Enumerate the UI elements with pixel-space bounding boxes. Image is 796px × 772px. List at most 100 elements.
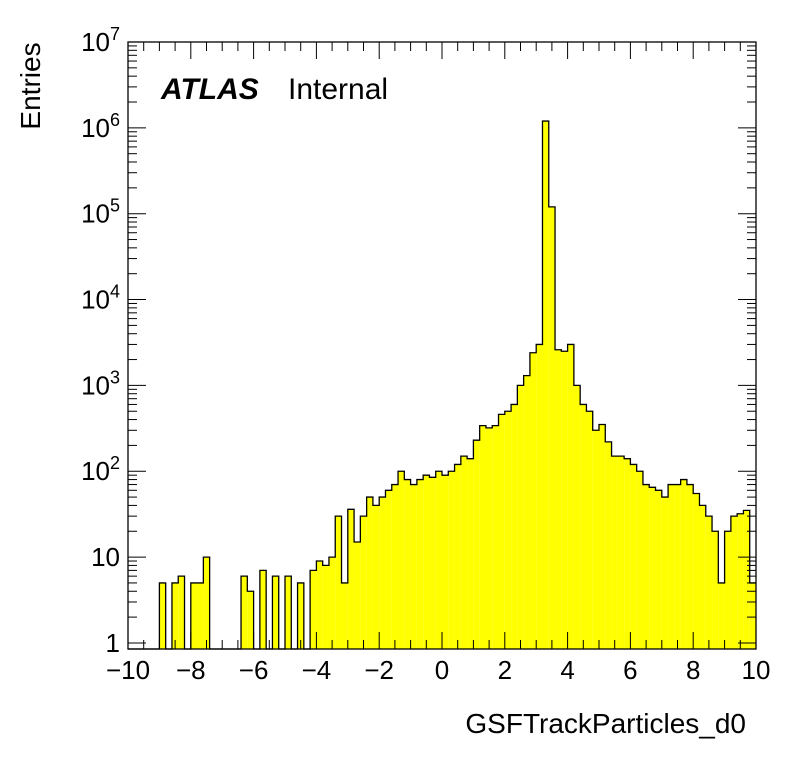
histogram-bar: [536, 344, 543, 649]
histogram-bar: [310, 570, 317, 649]
histogram-bar: [328, 557, 336, 649]
histogram-bar: [680, 479, 687, 649]
histogram-bar: [448, 471, 455, 649]
x-tick-label: 4: [560, 655, 574, 685]
histogram-bar: [398, 471, 405, 649]
x-tick-label: −4: [302, 655, 332, 685]
histogram-bar: [567, 344, 574, 649]
histogram-bar: [668, 484, 675, 649]
histogram-bar: [297, 582, 304, 649]
y-tick-label: 106: [81, 110, 120, 143]
histogram-bar: [642, 484, 650, 649]
y-tick-label: 1: [106, 628, 120, 658]
histogram-bar: [686, 484, 694, 649]
histogram-bar: [724, 531, 731, 649]
histogram-bar: [580, 404, 587, 649]
histogram-bar: [712, 531, 719, 649]
atlas-label: ATLAS: [160, 73, 259, 106]
histogram-bar: [473, 440, 480, 649]
histogram-bar: [605, 441, 612, 649]
x-tick-label: 6: [623, 655, 637, 685]
x-tick-label: −2: [364, 655, 394, 685]
histogram-bar: [599, 424, 606, 649]
histogram-bar: [410, 484, 417, 649]
histogram-bar: [391, 484, 399, 649]
x-tick-label: −6: [239, 655, 269, 685]
x-tick-label: 0: [435, 655, 449, 685]
histogram-bar: [485, 427, 493, 649]
histogram-bar: [655, 490, 662, 649]
x-axis-tick-labels: −10 −8 −6 −4 −2 0 2 4 6 8 10: [106, 655, 771, 685]
histogram-bar: [749, 582, 756, 649]
histogram-bar: [630, 464, 637, 649]
histogram-bar: [561, 351, 568, 649]
x-tick-label: 10: [742, 655, 771, 685]
histogram-bar: [423, 475, 430, 649]
histogram-bar: [705, 516, 713, 649]
histogram-bar: [492, 425, 499, 649]
histogram-bar: [743, 510, 750, 649]
histogram-bar: [624, 458, 631, 649]
histogram-bar: [241, 576, 248, 649]
histogram-bar: [197, 582, 204, 649]
y-tick-label: 10: [91, 542, 120, 572]
y-tick-label: 107: [81, 24, 120, 57]
histogram-bar: [542, 121, 549, 649]
histogram-bar: [674, 484, 681, 649]
histogram-bar: [259, 570, 267, 649]
histogram-bar: [636, 471, 643, 649]
x-axis-title: GSFTrackParticles_d0: [465, 708, 746, 739]
histogram-bar: [548, 206, 556, 650]
histogram-bar: [322, 565, 329, 649]
histogram-bar: [611, 456, 618, 649]
histogram-bar: [504, 411, 512, 649]
y-tick-label: 103: [81, 367, 120, 400]
histogram-bar: [435, 471, 442, 649]
histogram-bar: [467, 458, 474, 649]
histogram-bar: [555, 349, 562, 649]
internal-label: Internal: [288, 73, 388, 106]
histogram-bar: [498, 414, 505, 649]
histogram-bar: [523, 375, 530, 649]
histogram-bar: [592, 430, 599, 649]
plot-area: [127, 41, 757, 650]
y-tick-label: 102: [81, 453, 120, 486]
histogram-bar: [341, 582, 348, 649]
y-tick-label: 105: [81, 196, 120, 229]
histogram-bar: [617, 456, 625, 649]
histogram-bar: [316, 561, 323, 649]
histogram-bar: [379, 497, 386, 649]
histogram-bar: [159, 582, 166, 649]
histogram-bar: [454, 464, 461, 649]
histogram-bar: [699, 505, 706, 649]
histogram-bar: [529, 352, 537, 649]
histogram-bar: [285, 576, 292, 649]
x-tick-label: −10: [106, 655, 150, 685]
histogram-bar: [178, 576, 185, 649]
histogram-bar: [360, 516, 367, 649]
histogram-bar: [429, 477, 436, 649]
histogram-bar: [479, 425, 486, 649]
histogram-bar: [442, 475, 449, 649]
histogram-bar: [203, 557, 210, 649]
histogram-bar: [272, 576, 279, 649]
histogram-bar: [460, 456, 468, 649]
histogram-bar: [586, 411, 593, 649]
y-axis-title: Entries: [15, 42, 46, 129]
histogram-bar: [737, 513, 744, 649]
histogram-bar: [730, 516, 738, 649]
histogram-bar: [247, 591, 254, 649]
histogram-bar: [511, 404, 518, 649]
histogram-bar: [573, 385, 581, 649]
histogram-bar: [385, 490, 392, 649]
histogram-bar: [718, 582, 725, 649]
histogram-bar: [404, 479, 411, 649]
histogram-bar: [693, 493, 700, 649]
histogram-bar: [335, 516, 342, 649]
histogram-bar: [347, 509, 355, 649]
histogram-bar: [190, 582, 198, 649]
x-tick-label: −8: [176, 655, 206, 685]
histogram-bar: [416, 479, 424, 649]
histogram-bar: [354, 541, 361, 649]
